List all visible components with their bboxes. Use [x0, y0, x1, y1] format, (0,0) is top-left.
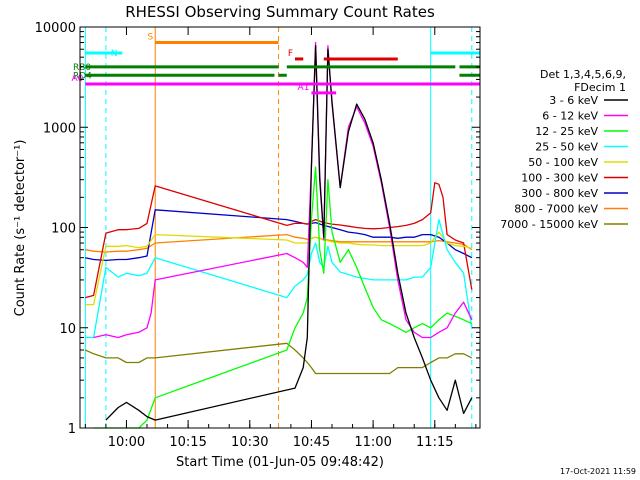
flag-label-rb0: RB0: [73, 63, 91, 73]
legend-label-50-100-kev: 50 - 100 keV: [528, 156, 598, 169]
legend-label-7000-15000-kev: 7000 - 15000 keV: [500, 218, 598, 231]
legend-label-12-25-kev: 12 - 25 keV: [535, 125, 598, 138]
chart-title: RHESSI Observing Summary Count Rates: [125, 3, 435, 21]
y-tick-label-10000: 10000: [35, 21, 76, 36]
vertical-markers: [84, 27, 473, 428]
y-tick-label-1000: 1000: [43, 121, 76, 136]
legend-label-300-800-kev: 300 - 800 keV: [521, 187, 598, 200]
flag-label-rd4: RD4: [73, 71, 92, 81]
series-lines: [85, 41, 473, 429]
series-line-300-800-kev: [85, 209, 473, 262]
series-line-25-50-kev: [85, 218, 473, 339]
y-axis: 1 10 100 1000 10000: [35, 21, 480, 437]
x-tick-label-10-45: 10:45: [293, 435, 330, 450]
x-tick-label-11-15: 11:15: [416, 435, 453, 450]
legend-label-3-6-kev: 3 - 6 keV: [549, 94, 598, 107]
y-tick-label-100: 100: [51, 222, 76, 237]
series-line-50-100-kev: [85, 231, 472, 306]
timestamp-stamp: 17-Oct-2021 11:59: [560, 467, 636, 476]
legend-header-1: FDecim 1: [574, 81, 626, 94]
x-axis: 10:00 10:15 10:30 10:45 11:00 11:15: [84, 27, 477, 450]
x-tick-label-10-30: 10:30: [231, 435, 268, 450]
flag-label-a0: A0: [71, 74, 83, 84]
legend-label-6-12-kev: 6 - 12 keV: [542, 110, 598, 123]
legend-label-25-50-kev: 25 - 50 keV: [535, 141, 598, 154]
legend: Det 1,3,4,5,6,9,FDecim 13 - 6 keV 6 - 12 …: [500, 68, 628, 231]
y-tick-label-10: 10: [59, 322, 76, 337]
flag-label-n: N: [111, 49, 118, 59]
series-line-100-300-kev: [85, 182, 473, 299]
x-tick-label-10-00: 10:00: [108, 435, 145, 450]
y-axis-label: Count Rate (s⁻¹ detector⁻¹): [13, 140, 28, 317]
x-tick-label-11-00: 11:00: [354, 435, 391, 450]
y-tick-label-1: 1: [68, 422, 76, 437]
series-line-3-6-kev: [105, 45, 473, 421]
legend-label-100-300-kev: 100 - 300 keV: [521, 172, 598, 185]
flag-label-s: S: [148, 33, 154, 43]
legend-header-0: Det 1,3,4,5,6,9,: [540, 68, 626, 81]
x-axis-label: Start Time (01-Jun-05 09:48:42): [176, 455, 384, 470]
x-tick-label-10-15: 10:15: [169, 435, 206, 450]
series-line-7000-15000-kev: [85, 342, 473, 375]
flag-label-f: F: [288, 49, 293, 59]
legend-label-800-7000-kev: 800 - 7000 keV: [514, 203, 598, 216]
flag-label-a1: A1: [298, 83, 310, 93]
series-line-12-25-kev: [93, 166, 473, 429]
series-line-800-7000-kev: [85, 233, 473, 253]
